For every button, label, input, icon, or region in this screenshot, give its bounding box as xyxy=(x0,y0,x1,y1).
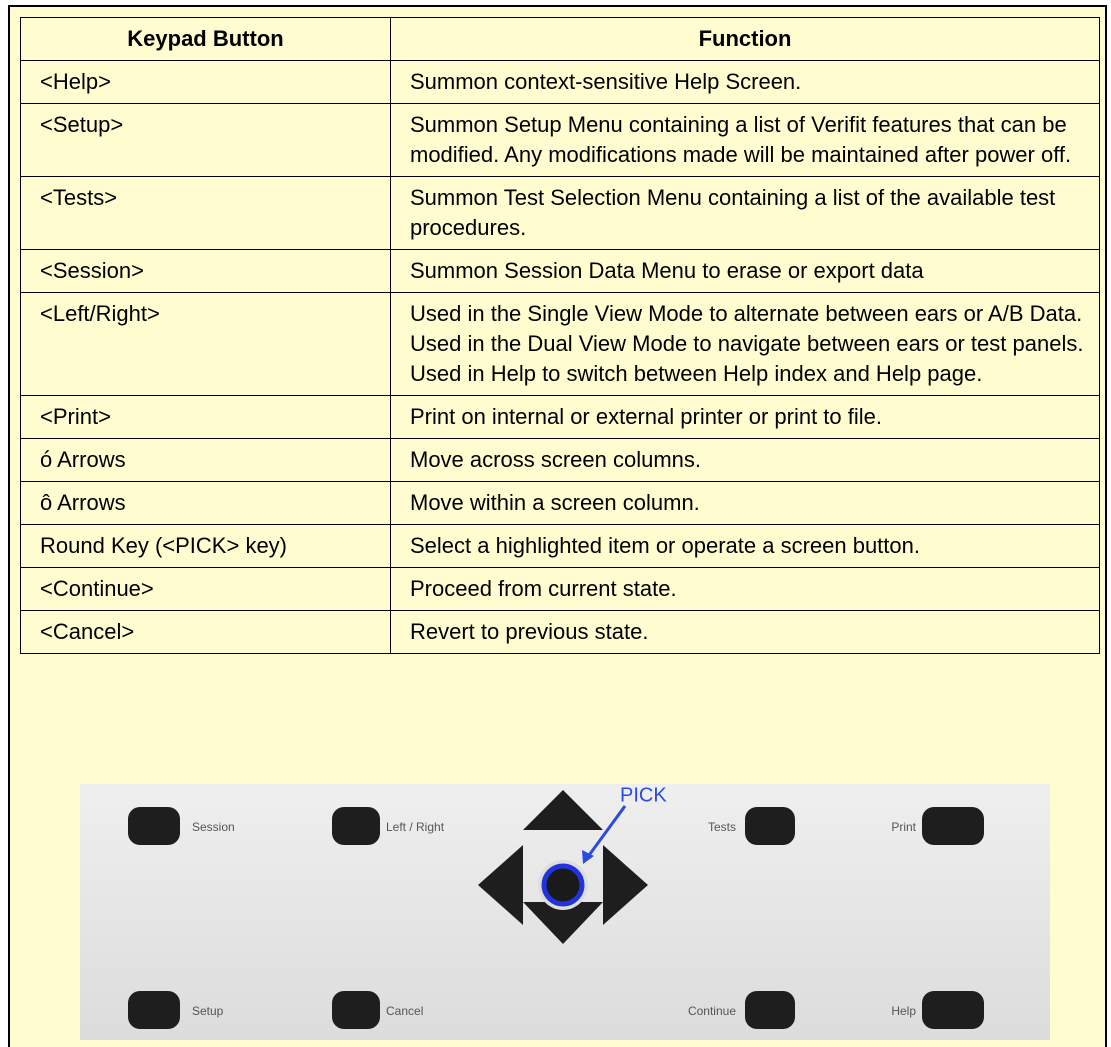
table-cell: <Help> xyxy=(20,60,391,104)
key-label: Continue xyxy=(688,1004,736,1018)
key-label: Help xyxy=(891,1004,916,1018)
table-cell: <Cancel> xyxy=(20,610,391,654)
table-cell: Summon Test Selection Menu containing a … xyxy=(390,176,1100,250)
table-cell: <Continue> xyxy=(20,567,391,611)
key-label: Cancel xyxy=(386,1004,423,1018)
table-cell: Summon context-sensitive Help Screen. xyxy=(390,60,1100,104)
table-row: <Help> Summon context-sensitive Help Scre… xyxy=(20,60,1100,104)
table-cell: ô Arrows xyxy=(20,481,391,525)
table-cell: Move across screen columns. xyxy=(390,438,1100,482)
table-row: <Left/Right> Used in the Single View Mode… xyxy=(20,292,1100,396)
table-cell: Used in the Single View Mode to alternat… xyxy=(390,292,1100,396)
key-label: Tests xyxy=(708,820,736,834)
table-cell: <Left/Right> xyxy=(20,292,391,396)
table-row: <Setup> Summon Setup Menu containing a li… xyxy=(20,103,1100,177)
table-cell: <Print> xyxy=(20,395,391,439)
table-cell: Select a highlighted item or operate a s… xyxy=(390,524,1100,568)
table-cell: Summon Session Data Menu to erase or exp… xyxy=(390,249,1100,293)
table-row: Round Key (<PICK> key) Select a highlight… xyxy=(20,524,1100,568)
table-row: <Continue> Proceed from current state. xyxy=(20,567,1100,611)
table-cell: Round Key (<PICK> key) xyxy=(20,524,391,568)
table-row: <Session> Summon Session Data Menu to era… xyxy=(20,249,1100,293)
header-row: Keypad Button Function xyxy=(20,17,1100,61)
table-cell: Summon Setup Menu containing a list of V… xyxy=(390,103,1100,177)
table-cell: Print on internal or external printer or… xyxy=(390,395,1100,439)
table-cell: <Session> xyxy=(20,249,391,293)
key-label: Session xyxy=(192,820,235,834)
key-label: Left / Right xyxy=(386,820,445,834)
table-row: <Tests> Summon Test Selection Menu contai… xyxy=(20,176,1100,250)
table-row: ô Arrows Move within a screen column. xyxy=(20,481,1100,525)
table-cell: ó Arrows xyxy=(20,438,391,482)
table-row: <Print> Print on internal or external pri… xyxy=(20,395,1100,439)
table-row: ó Arrows Move across screen columns. xyxy=(20,438,1100,482)
keypad-image: PICK Session Left / Right Tests Print Se… xyxy=(80,784,1050,1040)
header-cell: Keypad Button xyxy=(20,17,391,61)
pick-label: PICK xyxy=(620,784,667,806)
table-cell: Proceed from current state. xyxy=(390,567,1100,611)
table-cell: Revert to previous state. xyxy=(390,610,1100,654)
key-label: Setup xyxy=(192,1004,224,1018)
header-cell: Function xyxy=(390,17,1100,61)
table-cell: Move within a screen column. xyxy=(390,481,1100,525)
table-cell: <Setup> xyxy=(20,103,391,177)
key-label: Print xyxy=(891,820,916,834)
table-row: <Cancel> Revert to previous state. xyxy=(20,610,1100,654)
keypad-table: Keypad Button Function <Help> Summon cont… xyxy=(20,17,1100,654)
table-cell: <Tests> xyxy=(20,176,391,250)
